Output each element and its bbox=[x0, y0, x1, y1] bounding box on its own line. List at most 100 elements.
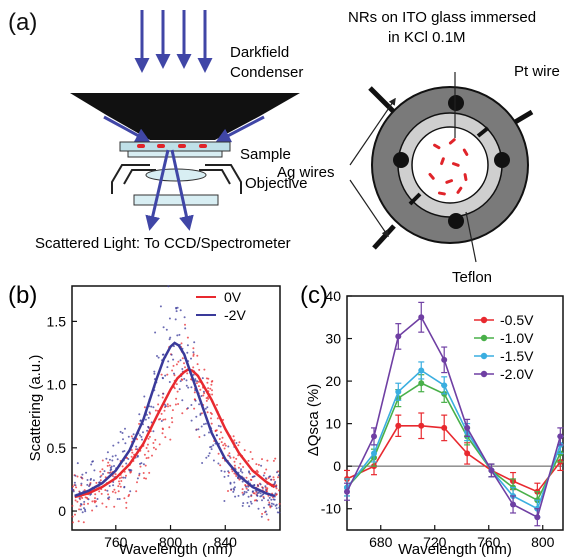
scatter-point-minus2v bbox=[153, 370, 156, 373]
converging-arrow bbox=[215, 115, 265, 143]
scatter-point-minus2v bbox=[93, 469, 96, 472]
scatter-point-0v bbox=[198, 436, 201, 438]
nanorod bbox=[440, 157, 445, 166]
sample-slide-base bbox=[127, 150, 223, 158]
scatter-point-minus2v bbox=[132, 433, 135, 436]
scatter-point-minus2v bbox=[160, 420, 163, 422]
scattered-arrow bbox=[170, 149, 194, 231]
scatter-point-minus2v bbox=[264, 489, 267, 491]
nanorod bbox=[433, 143, 441, 150]
scatter-point-0v bbox=[180, 342, 183, 345]
scatter-point-minus2v bbox=[217, 424, 220, 427]
scatter-point-minus2v bbox=[161, 353, 164, 356]
scatter-point-minus2v bbox=[124, 427, 126, 430]
scatter-point-0v bbox=[272, 459, 275, 462]
scatter-point-minus2v bbox=[138, 472, 141, 475]
scatter-point-minus2v bbox=[140, 435, 143, 438]
scatter-point-0v bbox=[164, 436, 167, 439]
scatter-point-0v bbox=[130, 435, 133, 438]
scatter-point-minus2v bbox=[168, 338, 171, 341]
scatter-point-0v bbox=[210, 383, 213, 386]
nrs-label-line1: NRs on ITO glass immersed bbox=[348, 9, 536, 26]
scatter-point-minus2v bbox=[262, 497, 265, 500]
scatter-point-minus2v bbox=[108, 458, 111, 461]
scatter-point-minus2v bbox=[268, 503, 271, 506]
scatter-point-minus2v bbox=[242, 502, 245, 505]
scatter-point-0v bbox=[162, 418, 165, 421]
legend-label-minus1p0v: -1.0V bbox=[500, 330, 534, 346]
objective-left-bracket bbox=[111, 164, 150, 194]
scatter-point-0v bbox=[184, 323, 186, 326]
scatter-point-minus2v bbox=[146, 429, 149, 432]
scatter-point-0v bbox=[147, 456, 150, 459]
chart-c-series bbox=[344, 301, 564, 527]
scatter-point-0v bbox=[215, 429, 218, 432]
scatter-point-minus2v bbox=[248, 505, 251, 508]
objective-inner-left bbox=[123, 169, 156, 185]
chart-c-xlabel: Wavelength (nm) bbox=[398, 541, 512, 558]
scatter-point-0v bbox=[203, 368, 206, 371]
scatter-point-minus2v bbox=[178, 388, 181, 391]
scatter-point-minus2v bbox=[167, 285, 170, 288]
legend-marker-minus1p0v bbox=[480, 334, 488, 342]
scatter-point-minus2v bbox=[240, 468, 242, 471]
data-point-minus2p0v bbox=[510, 501, 517, 508]
scatter-point-minus2v bbox=[150, 405, 153, 408]
scatter-point-0v bbox=[146, 443, 149, 446]
scatter-point-minus2v bbox=[185, 379, 188, 382]
y-tick-label: 0.5 bbox=[47, 440, 67, 456]
scatter-point-0v bbox=[171, 409, 174, 412]
scatter-point-0v bbox=[210, 422, 213, 425]
scatter-point-minus2v bbox=[247, 489, 250, 492]
scatter-point-minus2v bbox=[201, 462, 204, 464]
scatter-point-0v bbox=[171, 421, 174, 424]
scatter-point-minus2v bbox=[138, 413, 141, 416]
scatter-point-minus2v bbox=[125, 462, 128, 465]
scatter-point-0v bbox=[151, 454, 153, 457]
chart-c-frame bbox=[346, 295, 564, 531]
legend-marker-minus1p5v bbox=[480, 352, 488, 360]
scatter-point-0v bbox=[202, 394, 205, 397]
scatter-point-0v bbox=[119, 485, 122, 488]
x-tick-label: 760 bbox=[477, 534, 501, 550]
scatter-point-minus2v bbox=[181, 399, 184, 402]
scatter-point-0v bbox=[99, 470, 102, 473]
scatter-point-0v bbox=[228, 452, 231, 455]
scatter-point-minus2v bbox=[265, 513, 268, 516]
scatter-point-0v bbox=[139, 465, 142, 468]
scatter-point-0v bbox=[159, 418, 162, 420]
scatter-point-minus2v bbox=[122, 476, 125, 479]
incident-light-arrows bbox=[134, 10, 213, 73]
scatter-point-0v bbox=[136, 481, 138, 484]
scatter-point-minus2v bbox=[92, 479, 95, 482]
scatter-point-minus2v bbox=[261, 499, 263, 502]
scatter-point-minus2v bbox=[204, 407, 207, 410]
scatter-point-0v bbox=[145, 447, 148, 449]
scatter-point-minus2v bbox=[199, 413, 202, 416]
objective-lens bbox=[111, 164, 242, 194]
nanorods-in-well bbox=[428, 138, 469, 196]
scatter-point-minus2v bbox=[268, 496, 271, 499]
data-point-minus2p0v bbox=[371, 433, 377, 440]
scatter-point-0v bbox=[199, 388, 202, 391]
scatter-point-0v bbox=[231, 470, 234, 473]
scatter-point-minus2v bbox=[239, 470, 242, 472]
scatter-point-0v bbox=[193, 391, 196, 394]
scatter-point-minus2v bbox=[141, 438, 143, 441]
scatter-point-0v bbox=[75, 486, 78, 489]
scatter-point-0v bbox=[145, 457, 148, 460]
scatter-point-minus2v bbox=[71, 488, 74, 491]
nanorod bbox=[462, 148, 469, 156]
scatter-point-minus2v bbox=[257, 507, 260, 510]
scatter-point-0v bbox=[91, 500, 94, 503]
scatter-point-0v bbox=[221, 436, 224, 439]
scatter-point-0v bbox=[275, 487, 278, 490]
scatter-point-0v bbox=[219, 464, 222, 467]
scatter-point-0v bbox=[83, 489, 86, 492]
scatter-point-0v bbox=[175, 363, 178, 366]
scatter-point-minus2v bbox=[204, 422, 207, 425]
scatter-point-minus2v bbox=[123, 485, 126, 488]
scatter-point-minus2v bbox=[136, 448, 139, 451]
scatter-point-minus2v bbox=[178, 333, 181, 336]
scatter-point-minus2v bbox=[105, 457, 108, 460]
